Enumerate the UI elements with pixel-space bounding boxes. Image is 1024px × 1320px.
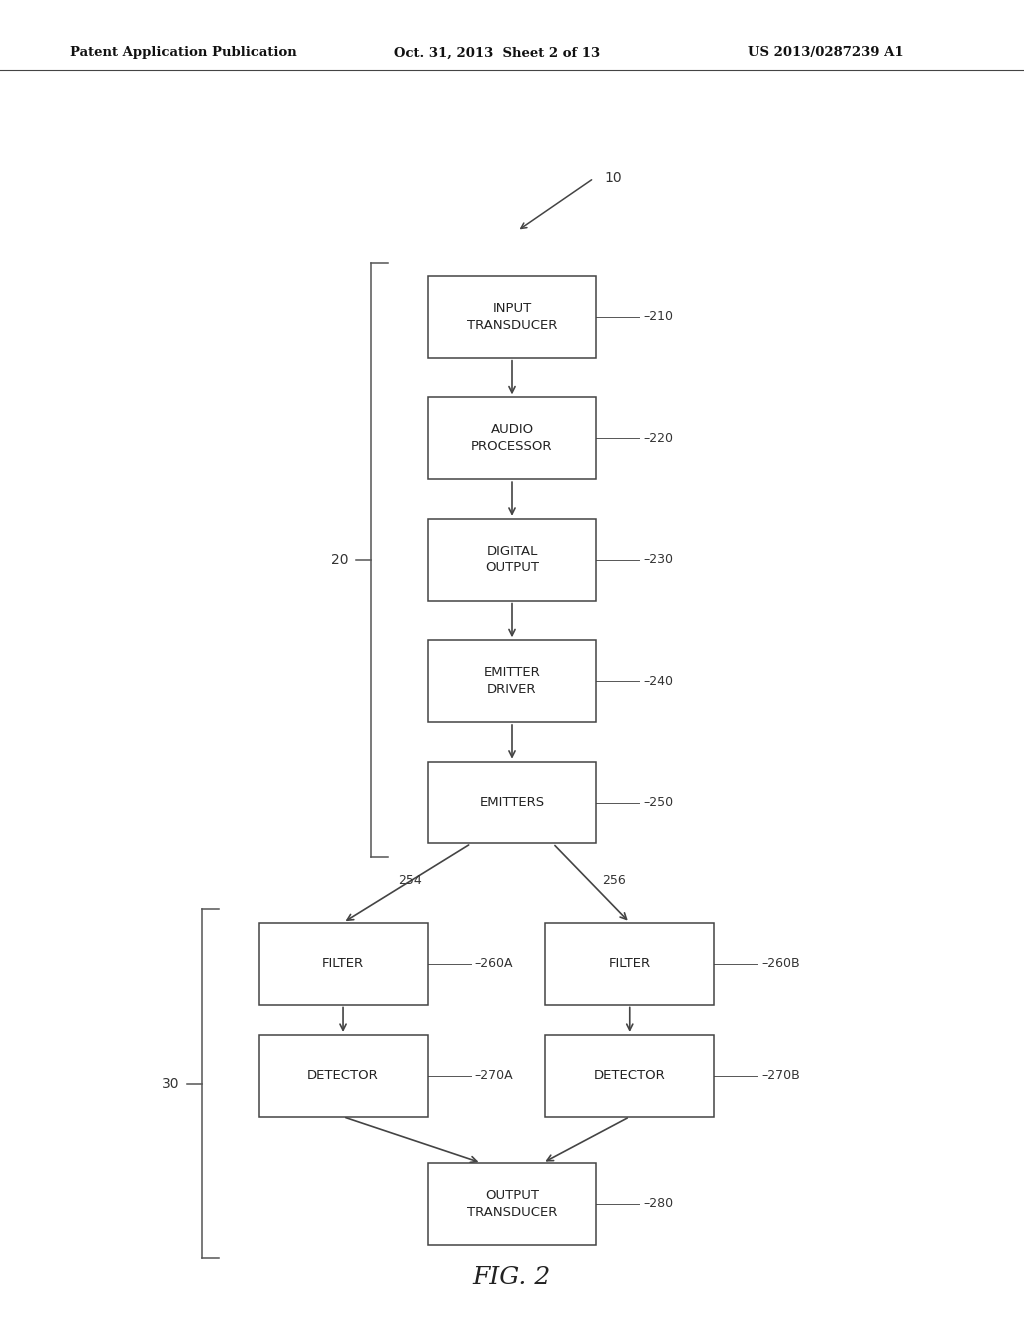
Text: –280: –280 [644, 1197, 674, 1210]
Text: –210: –210 [644, 310, 674, 323]
Text: 256: 256 [602, 874, 627, 887]
FancyBboxPatch shape [428, 762, 596, 843]
Text: –230: –230 [644, 553, 674, 566]
Text: –260B: –260B [762, 957, 800, 970]
Text: FILTER: FILTER [322, 957, 365, 970]
Text: 20: 20 [331, 553, 348, 566]
Text: FILTER: FILTER [608, 957, 651, 970]
FancyBboxPatch shape [428, 1163, 596, 1245]
FancyBboxPatch shape [428, 276, 596, 358]
FancyBboxPatch shape [545, 923, 715, 1005]
FancyBboxPatch shape [428, 519, 596, 601]
FancyBboxPatch shape [428, 640, 596, 722]
FancyBboxPatch shape [428, 397, 596, 479]
Text: US 2013/0287239 A1: US 2013/0287239 A1 [748, 46, 903, 59]
Text: 254: 254 [397, 874, 422, 887]
FancyBboxPatch shape [258, 1035, 428, 1117]
Text: Oct. 31, 2013  Sheet 2 of 13: Oct. 31, 2013 Sheet 2 of 13 [394, 46, 600, 59]
Text: FIG. 2: FIG. 2 [473, 1266, 551, 1290]
Text: –250: –250 [644, 796, 674, 809]
Text: 10: 10 [604, 172, 622, 185]
Text: EMITTERS: EMITTERS [479, 796, 545, 809]
Text: EMITTER
DRIVER: EMITTER DRIVER [483, 667, 541, 696]
FancyBboxPatch shape [258, 923, 428, 1005]
Text: –270B: –270B [762, 1069, 800, 1082]
Text: 30: 30 [162, 1077, 180, 1090]
Text: DETECTOR: DETECTOR [307, 1069, 379, 1082]
Text: DETECTOR: DETECTOR [594, 1069, 666, 1082]
FancyBboxPatch shape [545, 1035, 715, 1117]
Text: –220: –220 [644, 432, 674, 445]
Text: –270A: –270A [475, 1069, 513, 1082]
Text: DIGITAL
OUTPUT: DIGITAL OUTPUT [485, 545, 539, 574]
Text: –260A: –260A [475, 957, 513, 970]
Text: –240: –240 [644, 675, 674, 688]
Text: OUTPUT
TRANSDUCER: OUTPUT TRANSDUCER [467, 1189, 557, 1218]
Text: Patent Application Publication: Patent Application Publication [70, 46, 296, 59]
Text: INPUT
TRANSDUCER: INPUT TRANSDUCER [467, 302, 557, 331]
Text: AUDIO
PROCESSOR: AUDIO PROCESSOR [471, 424, 553, 453]
